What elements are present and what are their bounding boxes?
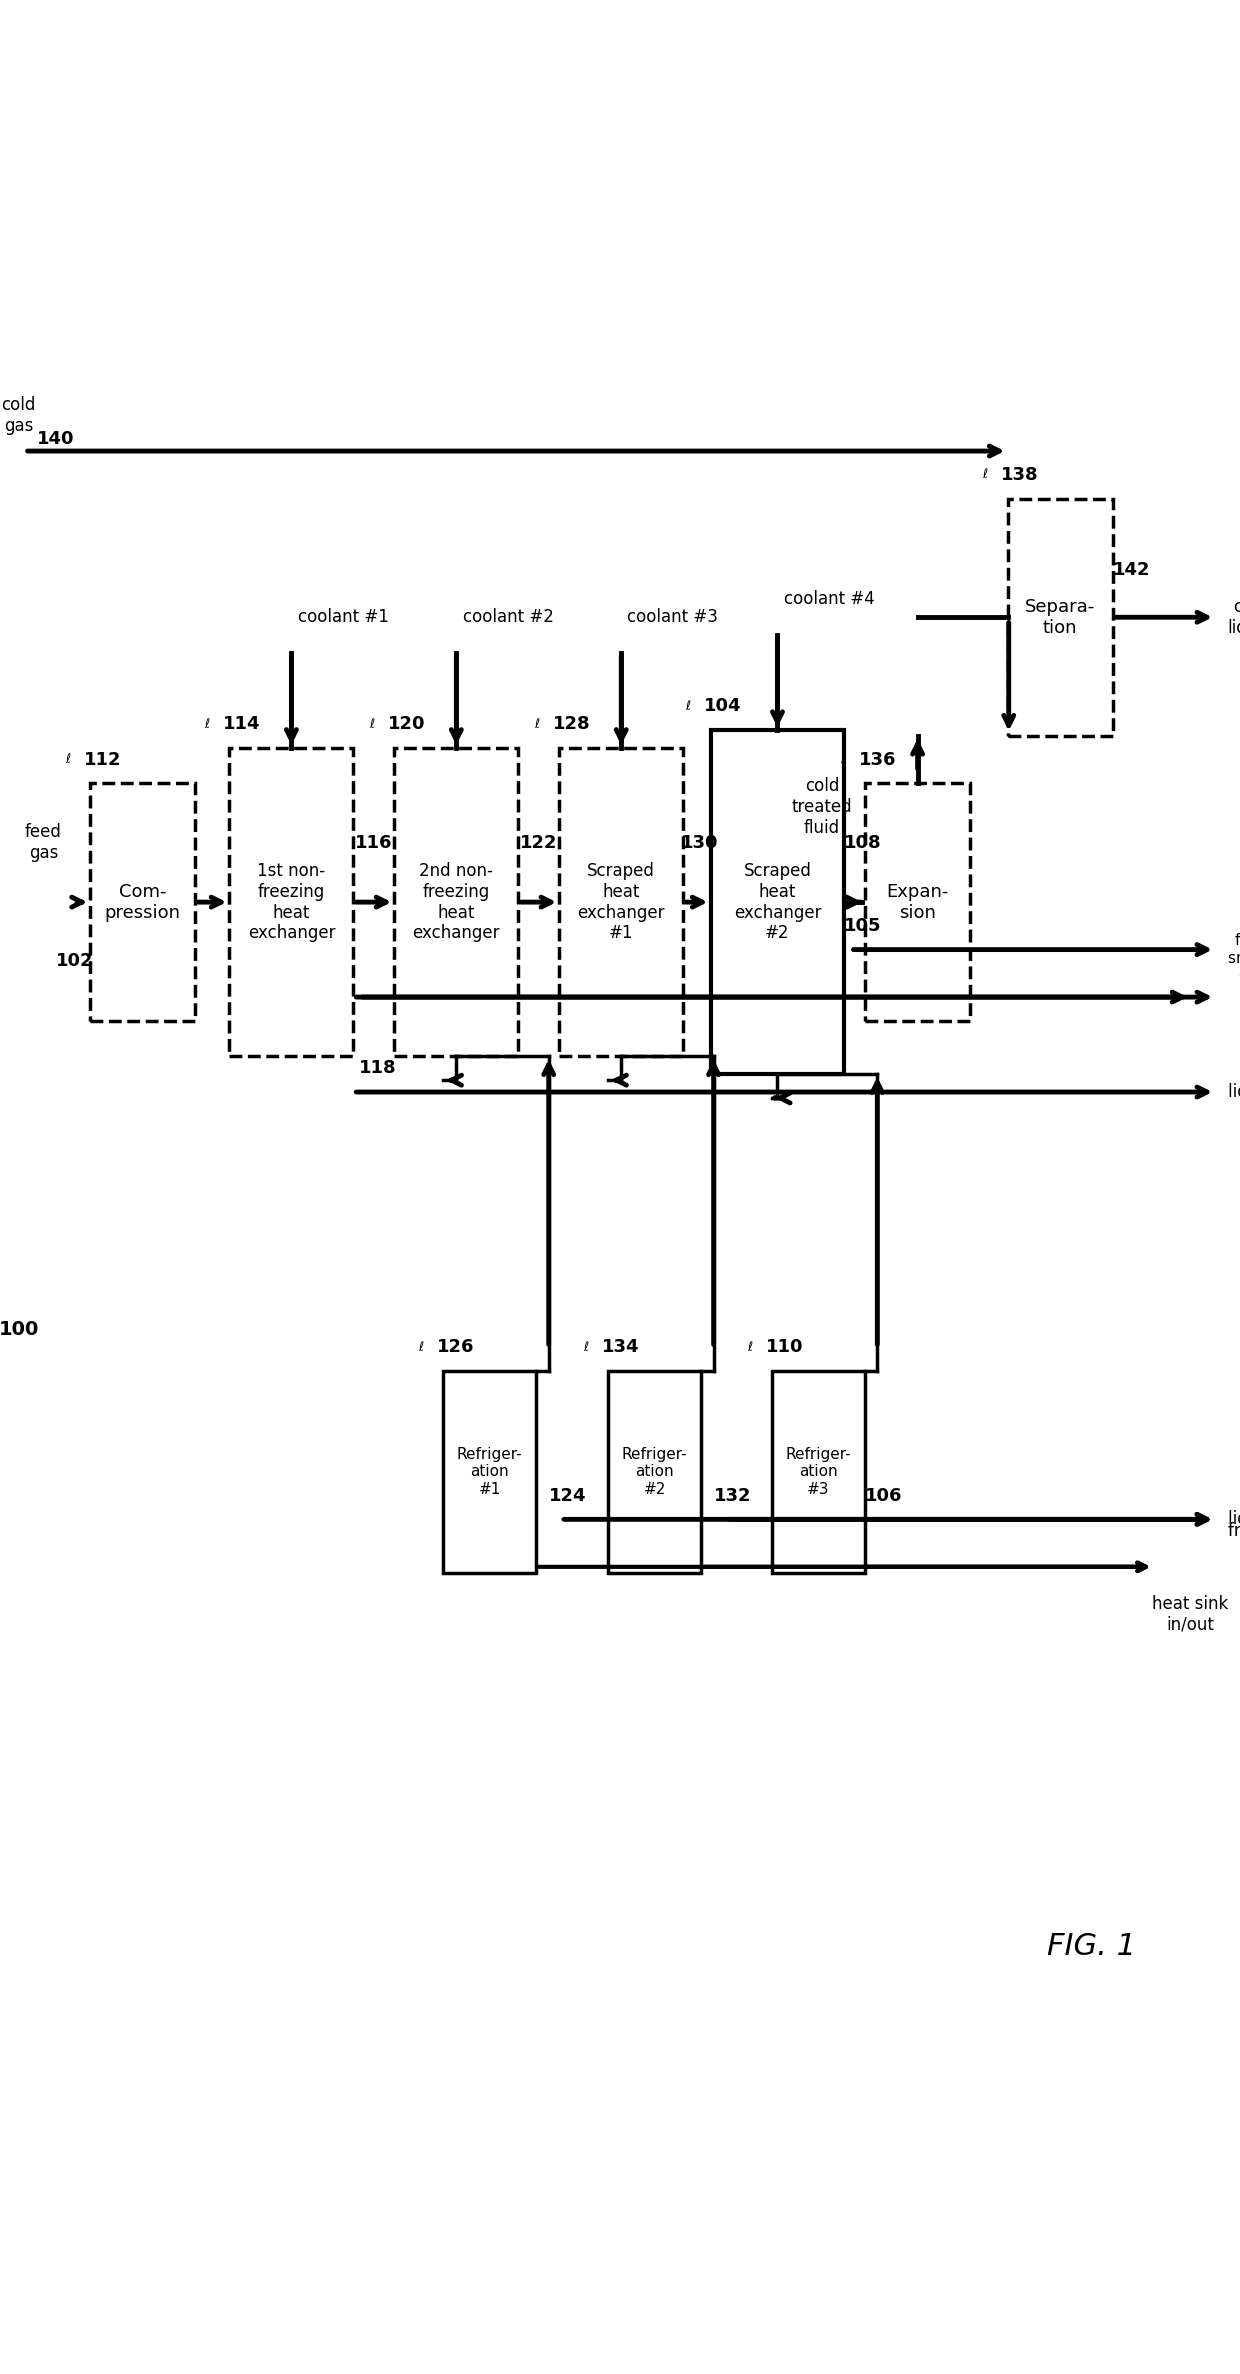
Text: heat sink
in/out: heat sink in/out	[1152, 1595, 1229, 1633]
Text: cold
liquid: cold liquid	[1228, 598, 1240, 636]
Bar	[609, 1370, 702, 1574]
Text: 100: 100	[0, 1320, 38, 1339]
Text: 128: 128	[553, 715, 590, 734]
Text: 134: 134	[603, 1339, 640, 1356]
Text: 122: 122	[520, 833, 558, 852]
Text: ℓ: ℓ	[534, 717, 539, 731]
Text: coolant #2: coolant #2	[463, 608, 553, 627]
Text: Com-
pression: Com- pression	[104, 883, 181, 921]
Text: Separa-
tion: Separa- tion	[1025, 598, 1095, 636]
Text: 136: 136	[858, 750, 897, 769]
Text: liquid water: liquid water	[1228, 1083, 1240, 1102]
Bar	[91, 783, 196, 1021]
Text: Refriger-
ation
#1: Refriger- ation #1	[458, 1448, 522, 1496]
Text: cold
treated
fluid: cold treated fluid	[792, 776, 853, 838]
Bar	[711, 731, 844, 1075]
Text: ℓ: ℓ	[205, 717, 210, 731]
Text: 104: 104	[704, 698, 742, 715]
Text: 124: 124	[548, 1486, 587, 1505]
Bar	[444, 1370, 537, 1574]
Bar	[866, 783, 970, 1021]
Text: coolant #4: coolant #4	[784, 591, 874, 608]
Text: ℓ: ℓ	[982, 468, 988, 482]
Text: ℓ: ℓ	[418, 1341, 424, 1353]
Text: 110: 110	[766, 1339, 804, 1356]
Text: 108: 108	[844, 833, 882, 852]
Text: 138: 138	[1002, 465, 1039, 484]
Text: Refriger-
ation
#3: Refriger- ation #3	[786, 1448, 851, 1496]
Text: 140: 140	[37, 430, 74, 449]
Text: 102: 102	[56, 952, 93, 971]
Text: Expan-
sion: Expan- sion	[887, 883, 949, 921]
Bar	[771, 1370, 866, 1574]
Text: 118: 118	[360, 1059, 397, 1078]
Text: 132: 132	[713, 1486, 751, 1505]
Text: ℓ: ℓ	[64, 753, 71, 767]
Text: 114: 114	[223, 715, 260, 734]
Text: Scraped
heat
exchanger
#2: Scraped heat exchanger #2	[734, 862, 821, 942]
Text: 106: 106	[864, 1486, 903, 1505]
Text: 105: 105	[844, 916, 882, 935]
Text: 2nd non-
freezing
heat
exchanger: 2nd non- freezing heat exchanger	[413, 862, 500, 942]
Text: coolant #3: coolant #3	[627, 608, 718, 627]
Text: Scraped
heat
exchanger
#1: Scraped heat exchanger #1	[578, 862, 665, 942]
Text: ℓ: ℓ	[583, 1341, 589, 1353]
Text: ℓ: ℓ	[746, 1341, 753, 1353]
Text: ℓ: ℓ	[686, 700, 691, 712]
Text: cold
gas: cold gas	[1, 396, 36, 434]
Text: 1st non-
freezing
heat
exchanger: 1st non- freezing heat exchanger	[248, 862, 335, 942]
Text: FIG. 1: FIG. 1	[1047, 1932, 1136, 1961]
Bar	[559, 748, 683, 1056]
Text: 120: 120	[388, 715, 425, 734]
Text: frozen CO₂ and additional
frozen water and potentially
small amounts of other fr: frozen CO₂ and additional frozen water a…	[1228, 916, 1240, 983]
Text: Refriger-
ation
#2: Refriger- ation #2	[622, 1448, 687, 1496]
Bar	[1007, 499, 1112, 736]
Text: liquid water: liquid water	[1228, 1510, 1240, 1529]
Text: coolant #1: coolant #1	[298, 608, 388, 627]
Text: feed
gas: feed gas	[25, 824, 62, 862]
Text: ℓ: ℓ	[370, 717, 374, 731]
Bar	[394, 748, 518, 1056]
Text: 130: 130	[681, 833, 718, 852]
Text: 142: 142	[1112, 560, 1151, 579]
Bar	[229, 748, 353, 1056]
Text: frozen water: frozen water	[1228, 1522, 1240, 1541]
Text: 126: 126	[438, 1339, 475, 1356]
Text: 116: 116	[355, 833, 393, 852]
Text: ℓ: ℓ	[839, 753, 846, 767]
Text: 112: 112	[84, 750, 122, 769]
